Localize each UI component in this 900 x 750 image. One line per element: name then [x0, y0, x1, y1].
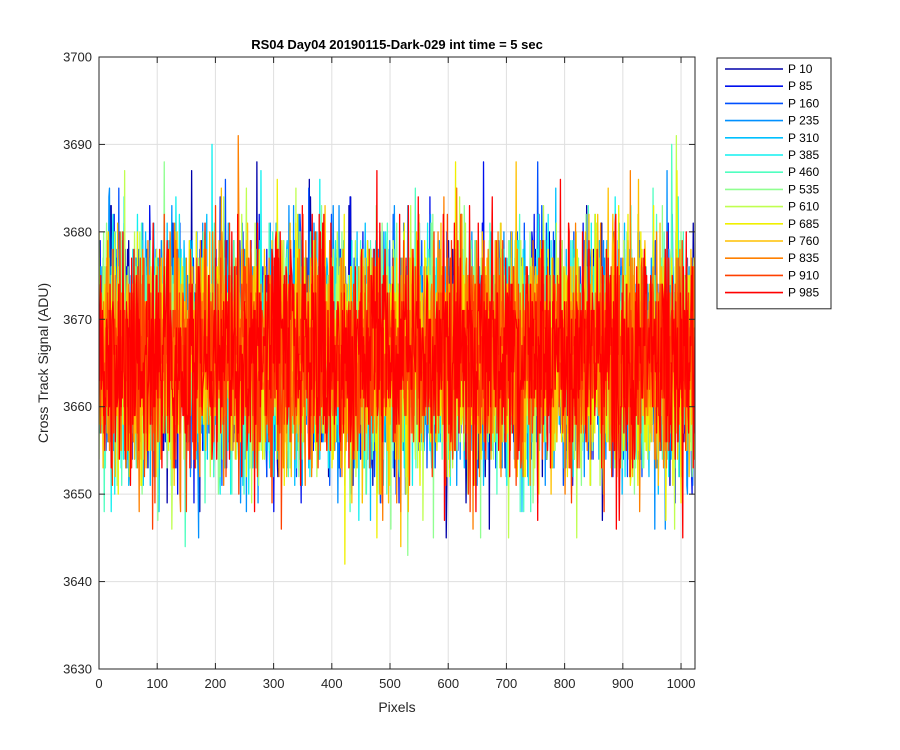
x-tick-label: 300 [263, 676, 285, 691]
y-tick-label: 3660 [63, 399, 92, 414]
series-group [99, 135, 695, 565]
legend-label: P 160 [788, 96, 819, 110]
x-tick-label: 700 [496, 676, 518, 691]
plot-area [99, 135, 695, 565]
legend-entry[interactable]: P 610 [725, 200, 819, 214]
legend-entry[interactable]: P 385 [725, 148, 819, 162]
legend-label: P 460 [788, 165, 819, 179]
legend-label: P 835 [788, 251, 819, 265]
legend-entry[interactable]: P 535 [725, 182, 819, 196]
x-tick-label: 600 [437, 676, 459, 691]
axes: 0 100 200 300 400 500 600 700 800 900 1000 3630 3640… [63, 50, 696, 691]
y-tick-label: 3650 [63, 487, 92, 502]
x-tick-label: 400 [321, 676, 343, 691]
legend-entry[interactable]: P 685 [725, 217, 819, 231]
x-tick-label: 900 [612, 676, 634, 691]
series-line-p-985 [99, 170, 695, 539]
x-tick-label: 800 [554, 676, 576, 691]
x-tick-label: 1000 [667, 676, 696, 691]
legend-entry[interactable]: P 235 [725, 114, 819, 128]
y-tick-label: 3680 [63, 224, 92, 239]
legend-label: P 235 [788, 114, 819, 128]
legend-entry[interactable]: P 910 [725, 268, 819, 282]
y-tick-label: 3670 [63, 312, 92, 327]
legend-label: P 85 [788, 79, 813, 93]
legend-label: P 385 [788, 148, 819, 162]
legend-entry[interactable]: P 460 [725, 165, 819, 179]
legend-label: P 10 [788, 62, 813, 76]
legend-entry[interactable]: P 760 [725, 234, 819, 248]
chart-title: RS04 Day04 20190115-Dark-029 int time = … [251, 37, 543, 52]
axes-frame [98, 56, 696, 670]
x-tick-label: 500 [379, 676, 401, 691]
legend-entry[interactable]: P 85 [725, 79, 813, 93]
legend-label: P 310 [788, 131, 819, 145]
x-axis-label: Pixels [378, 699, 415, 715]
legend-entry[interactable]: P 835 [725, 251, 819, 265]
legend-label: P 760 [788, 234, 819, 248]
legend-label: P 610 [788, 200, 819, 214]
legend-entry[interactable]: P 160 [725, 96, 819, 110]
legend-box [716, 57, 832, 310]
y-tick-label: 3630 [63, 662, 92, 677]
y-axis-label: Cross Track Signal (ADU) [35, 283, 51, 443]
legend-entry[interactable]: P 985 [725, 286, 819, 300]
x-tick-label: 0 [95, 676, 102, 691]
legend-label: P 535 [788, 182, 819, 196]
y-tick-label: 3640 [63, 574, 92, 589]
y-tick-label: 3690 [63, 137, 92, 152]
x-tick-label: 100 [146, 676, 168, 691]
legend-label: P 985 [788, 286, 819, 300]
y-tick-label: 3700 [63, 50, 92, 65]
legend-entry[interactable]: P 10 [725, 62, 813, 76]
legend[interactable]: P 10 P 85 P 160 P 235 P 310 P 385 P 460 P 535 P … [716, 57, 832, 310]
legend-entry[interactable]: P 310 [725, 131, 819, 145]
legend-label: P 910 [788, 268, 819, 282]
legend-label: P 685 [788, 217, 819, 231]
x-tick-label: 200 [205, 676, 227, 691]
